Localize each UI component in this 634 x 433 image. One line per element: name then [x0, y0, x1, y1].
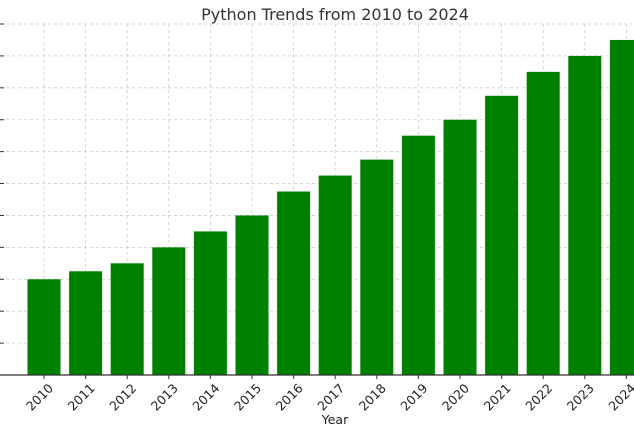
- x-tick-label-2016: 2016: [273, 380, 306, 413]
- x-tick-label-2024: 2024: [605, 380, 634, 413]
- x-tick-label-2021: 2021: [481, 381, 514, 414]
- x-tick-label-2018: 2018: [356, 380, 389, 413]
- bar-2019: [401, 135, 435, 375]
- bars: [27, 39, 634, 376]
- x-tick-label-2013: 2013: [148, 381, 181, 414]
- bar-2011: [69, 271, 103, 375]
- bar-2024: [609, 39, 634, 376]
- x-tick-label-2014: 2014: [189, 380, 222, 413]
- x-tick-label-2010: 2010: [23, 380, 56, 413]
- bar-2021: [485, 95, 519, 375]
- x-tick-label-2012: 2012: [106, 381, 139, 414]
- x-tick-labels: 2010 2011 2012 2013 2014 2015 2016 2017 2018 2019…: [23, 380, 634, 413]
- x-tick-label-2023: 2023: [564, 381, 597, 414]
- axes: [0, 23, 634, 379]
- bar-2014: [193, 231, 227, 375]
- bar-2020: [443, 119, 477, 376]
- x-tick-label-2020: 2020: [439, 380, 472, 413]
- chart-title: Python Trends from 2010 to 2024: [201, 5, 469, 24]
- x-tick-label-2011: 2011: [65, 381, 98, 414]
- bar-2013: [152, 247, 186, 375]
- bar-2023: [568, 55, 602, 376]
- bar-2010: [27, 279, 61, 375]
- x-tick-label-2017: 2017: [314, 381, 347, 414]
- bar-2016: [277, 191, 311, 375]
- bar-2012: [110, 263, 144, 375]
- x-axis-label: Year: [321, 412, 349, 427]
- bar-2018: [360, 159, 394, 375]
- bar-2015: [235, 215, 269, 375]
- x-tick-label-2015: 2015: [231, 381, 264, 414]
- bar-2017: [318, 175, 352, 375]
- x-tick-label-2019: 2019: [397, 380, 430, 413]
- x-tick-label-2022: 2022: [522, 381, 555, 414]
- bar-2022: [526, 71, 560, 375]
